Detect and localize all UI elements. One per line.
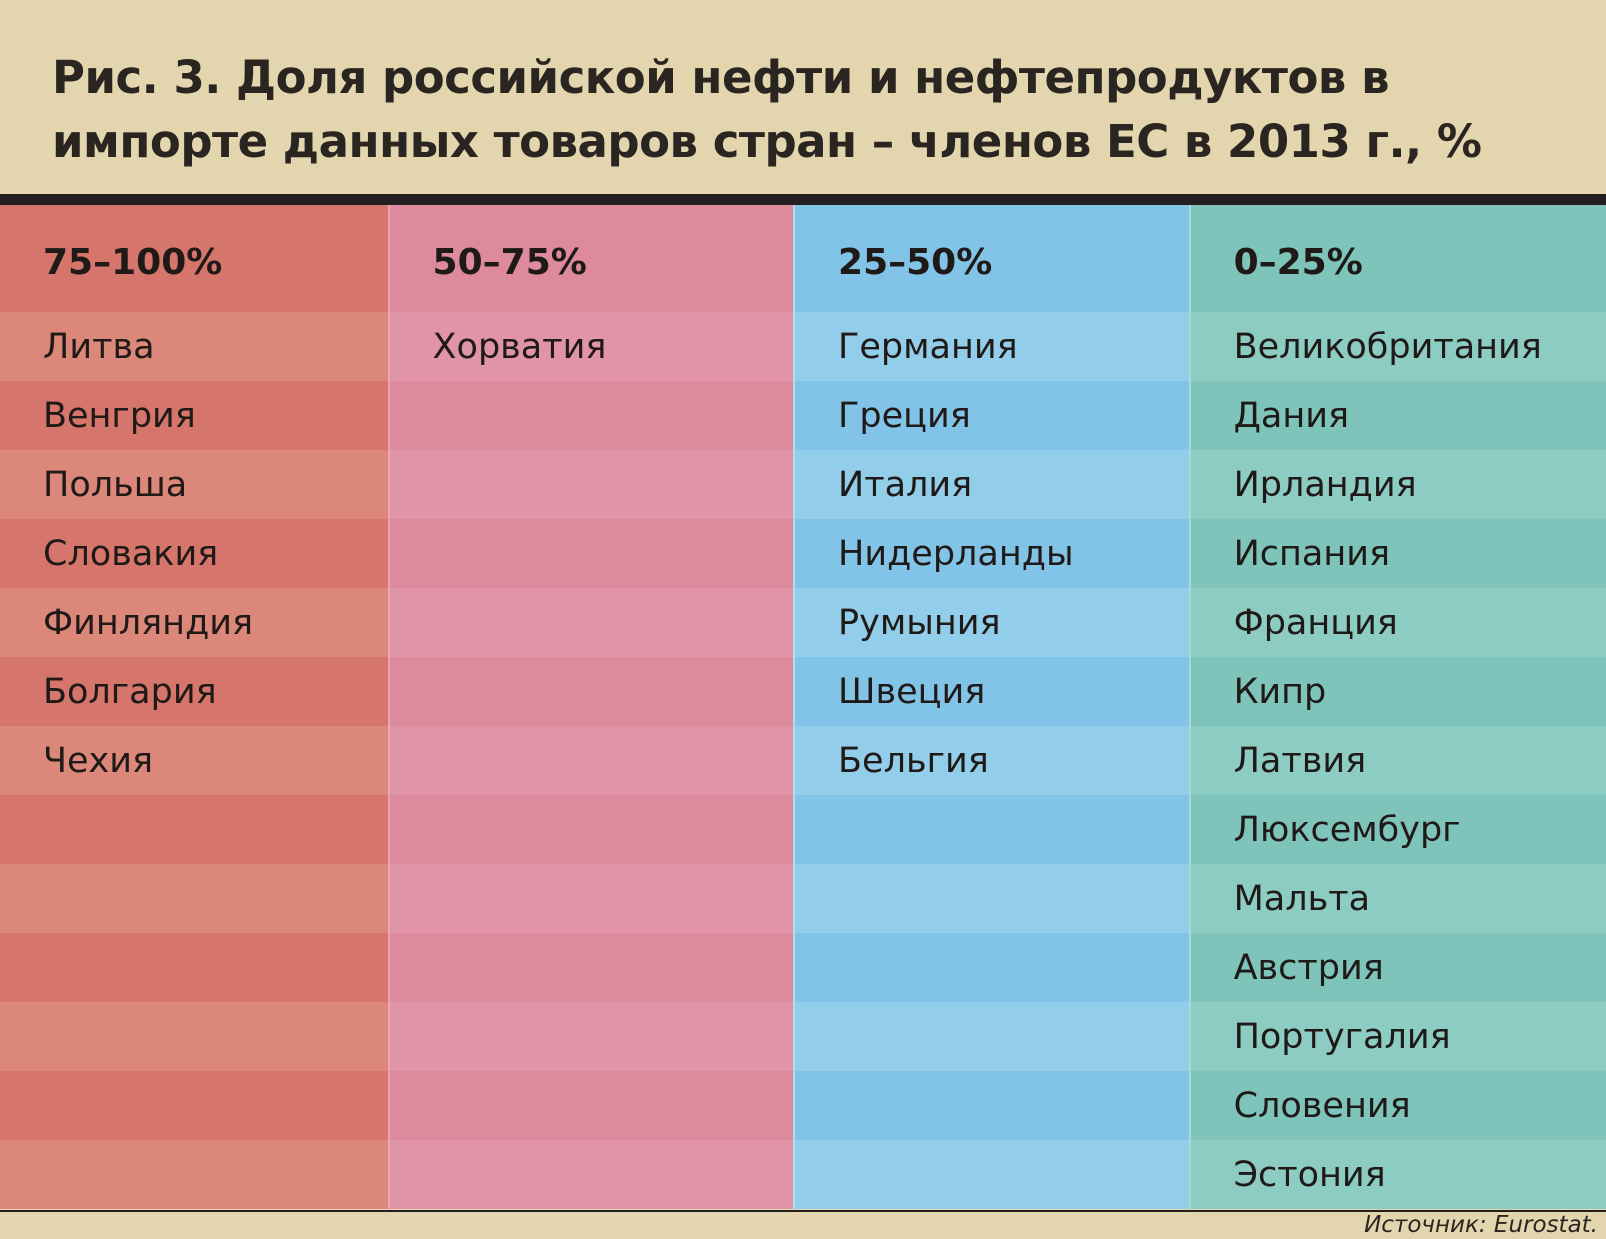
empty-cell bbox=[389, 795, 794, 864]
country-cell: Австрия bbox=[1190, 933, 1606, 1002]
country-cell: Эстония bbox=[1190, 1140, 1606, 1209]
empty-cell bbox=[0, 1002, 388, 1071]
country-cell: Кипр bbox=[1190, 657, 1606, 726]
empty-cell bbox=[0, 1140, 388, 1209]
country-cell: Греция bbox=[795, 381, 1189, 450]
empty-cell bbox=[389, 588, 794, 657]
empty-cell bbox=[795, 933, 1189, 1002]
country-cell: Португалия bbox=[1190, 1002, 1606, 1071]
empty-cell bbox=[0, 864, 388, 933]
country-cell: Литва bbox=[0, 312, 388, 381]
country-cell: Румыния bbox=[795, 588, 1189, 657]
country-cell: Италия bbox=[795, 450, 1189, 519]
empty-cell bbox=[389, 933, 794, 1002]
country-cell: Дания bbox=[1190, 381, 1606, 450]
column-75-100: 75–100% Литва Венгрия Польша Словакия Финлянд… bbox=[0, 205, 388, 1210]
empty-cell bbox=[389, 1140, 794, 1209]
country-cell: Люксембург bbox=[1190, 795, 1606, 864]
country-cell: Словения bbox=[1190, 1071, 1606, 1140]
country-cell: Мальта bbox=[1190, 864, 1606, 933]
empty-cell bbox=[389, 1071, 794, 1140]
empty-cell bbox=[389, 519, 794, 588]
empty-cell bbox=[389, 657, 794, 726]
empty-cell bbox=[389, 726, 794, 795]
empty-cell bbox=[389, 381, 794, 450]
column-0-25: 0–25% Великобритания Дания Ирландия Испания Ф… bbox=[1188, 205, 1606, 1210]
empty-cell bbox=[795, 1002, 1189, 1071]
column-header: 50–75% bbox=[389, 205, 794, 312]
empty-cell bbox=[389, 450, 794, 519]
country-cell: Болгария bbox=[0, 657, 388, 726]
column-header: 0–25% bbox=[1190, 205, 1606, 312]
empty-cell bbox=[0, 1071, 388, 1140]
country-cell: Словакия bbox=[0, 519, 388, 588]
country-cell: Швеция bbox=[795, 657, 1189, 726]
empty-cell bbox=[795, 864, 1189, 933]
title-divider bbox=[0, 194, 1606, 205]
country-cell: Латвия bbox=[1190, 726, 1606, 795]
empty-cell bbox=[389, 864, 794, 933]
country-cell: Ирландия bbox=[1190, 450, 1606, 519]
country-cell: Чехия bbox=[0, 726, 388, 795]
column-header: 75–100% bbox=[0, 205, 388, 312]
empty-cell bbox=[795, 1071, 1189, 1140]
country-cell: Хорватия bbox=[389, 312, 794, 381]
source-note: Источник: Eurostat. bbox=[1364, 1212, 1598, 1238]
country-cell: Польша bbox=[0, 450, 388, 519]
chart-header: Рис. 3. Доля российской нефти и нефтепро… bbox=[0, 0, 1606, 192]
empty-cell bbox=[0, 933, 388, 1002]
column-25-50: 25–50% Германия Греция Италия Нидерланды Румы… bbox=[793, 205, 1189, 1210]
column-header: 25–50% bbox=[795, 205, 1189, 312]
share-table: 75–100% Литва Венгрия Польша Словакия Финлянд… bbox=[0, 205, 1606, 1210]
empty-cell bbox=[389, 1002, 794, 1071]
empty-cell bbox=[795, 795, 1189, 864]
bottom-divider bbox=[0, 1210, 1606, 1212]
country-cell: Великобритания bbox=[1190, 312, 1606, 381]
column-50-75: 50–75% Хорватия bbox=[387, 205, 794, 1210]
chart-title: Рис. 3. Доля российской нефти и нефтепро… bbox=[52, 51, 1482, 168]
country-cell: Испания bbox=[1190, 519, 1606, 588]
country-cell: Франция bbox=[1190, 588, 1606, 657]
country-cell: Венгрия bbox=[0, 381, 388, 450]
empty-cell bbox=[795, 1140, 1189, 1209]
empty-cell bbox=[0, 795, 388, 864]
country-cell: Германия bbox=[795, 312, 1189, 381]
country-cell: Нидерланды bbox=[795, 519, 1189, 588]
country-cell: Финляндия bbox=[0, 588, 388, 657]
country-cell: Бельгия bbox=[795, 726, 1189, 795]
